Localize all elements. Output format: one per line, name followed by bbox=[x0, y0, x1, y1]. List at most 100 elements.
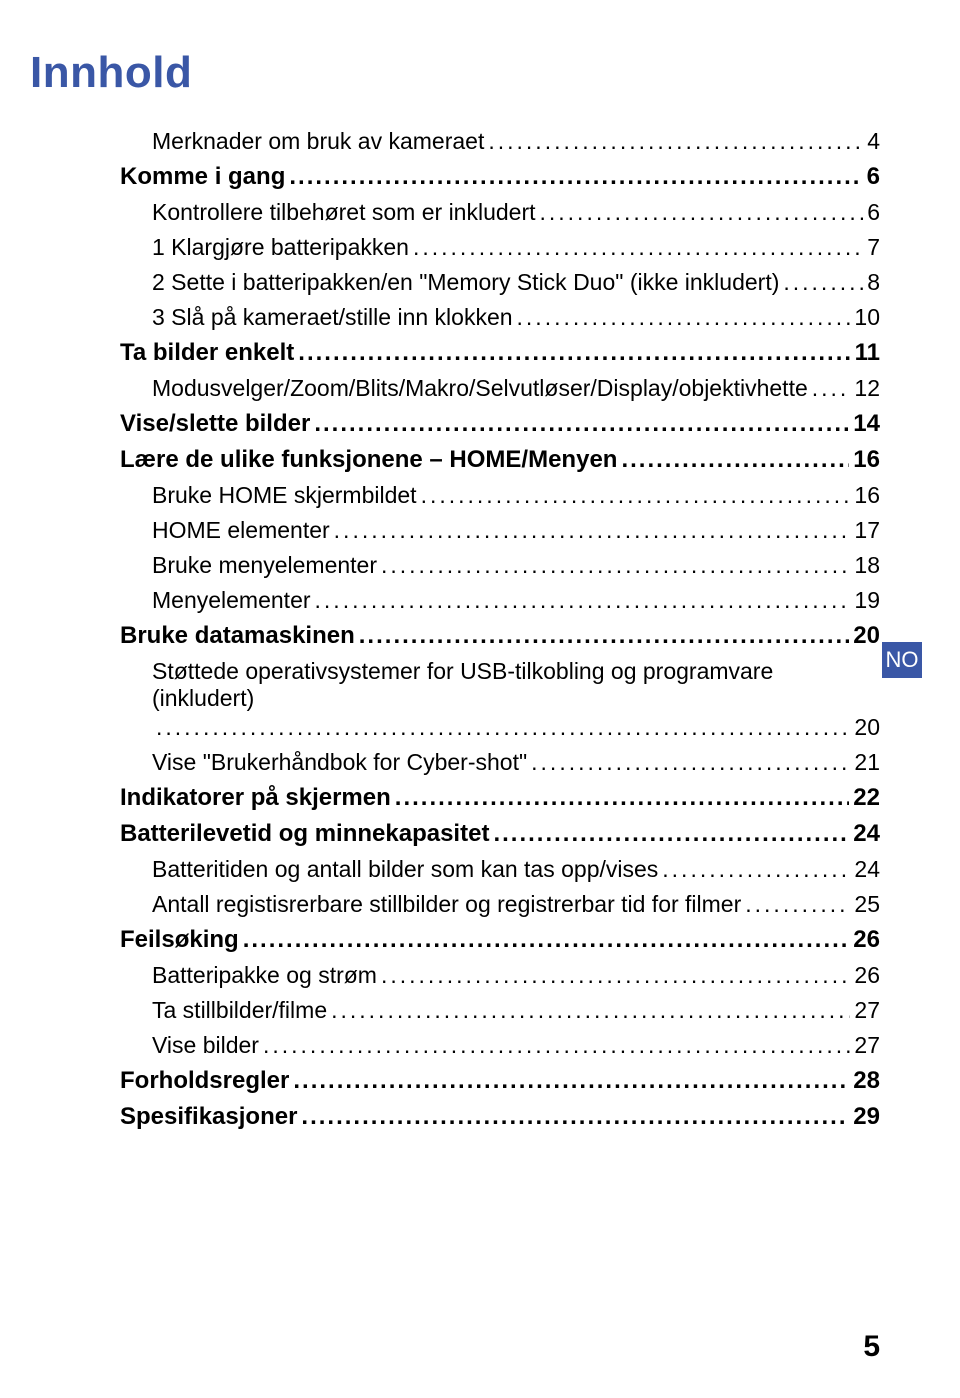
toc-label: Bruke datamaskinen bbox=[120, 622, 355, 650]
toc-page: 26 bbox=[854, 962, 880, 989]
toc-page: 27 bbox=[854, 1032, 880, 1059]
toc-page: 12 bbox=[854, 375, 880, 402]
toc-entry-continuation: 20 bbox=[152, 714, 880, 741]
toc-entry: Bruke menyelementer 18 bbox=[152, 552, 880, 579]
page-title: Innhold bbox=[30, 48, 880, 98]
toc-label: Vise/slette bilder bbox=[120, 410, 310, 438]
toc-entry: Ta stillbilder/filme 27 bbox=[152, 997, 880, 1024]
toc-leader bbox=[298, 339, 850, 367]
toc-label: Batteritiden og antall bilder som kan ta… bbox=[152, 856, 658, 883]
toc-entry: 1 Klargjøre batteripakken 7 bbox=[152, 234, 880, 261]
toc-entry: Vise bilder 27 bbox=[152, 1032, 880, 1059]
toc-leader bbox=[395, 784, 850, 812]
toc-label: HOME elementer bbox=[152, 517, 330, 544]
toc-leader bbox=[293, 1067, 849, 1095]
toc-entry: 3 Slå på kameraet/stille inn klokken 10 bbox=[152, 304, 880, 331]
toc-leader bbox=[314, 410, 849, 438]
toc-leader bbox=[531, 749, 850, 776]
toc-label: Lære de ulike funksjonene – HOME/Menyen bbox=[120, 446, 617, 474]
toc-page: 16 bbox=[854, 482, 880, 509]
toc-page: 26 bbox=[853, 926, 880, 954]
toc-label: Modusvelger/Zoom/Blits/Makro/Selvutløser… bbox=[152, 375, 808, 402]
toc-leader bbox=[289, 163, 862, 191]
toc-entry: Batteritiden og antall bilder som kan ta… bbox=[152, 856, 880, 883]
toc-leader bbox=[381, 552, 850, 579]
toc-page: 14 bbox=[853, 410, 880, 438]
toc-label: Ta stillbilder/filme bbox=[152, 997, 327, 1024]
toc-label: Ta bilder enkelt bbox=[120, 339, 294, 367]
toc-section: Feilsøking 26 bbox=[120, 926, 880, 954]
toc-section: Indikatorer på skjermen 22 bbox=[120, 784, 880, 812]
toc-leader bbox=[621, 446, 849, 474]
toc-entry: Merknader om bruk av kameraet 4 bbox=[152, 128, 880, 155]
toc-label: Forholdsregler bbox=[120, 1067, 289, 1095]
toc-entry: Kontrollere tilbehøret som er inkludert … bbox=[152, 199, 880, 226]
toc-label: Spesifikasjoner bbox=[120, 1103, 297, 1131]
toc-section: Forholdsregler 28 bbox=[120, 1067, 880, 1095]
toc-page: 6 bbox=[867, 199, 880, 226]
toc-page: 8 bbox=[867, 269, 880, 296]
toc-page: 25 bbox=[854, 891, 880, 918]
toc-page: 10 bbox=[854, 304, 880, 331]
toc-page: 4 bbox=[867, 128, 880, 155]
toc-page: 18 bbox=[854, 552, 880, 579]
toc-label: Menyelementer bbox=[152, 587, 311, 614]
toc-label: Indikatorer på skjermen bbox=[120, 784, 391, 812]
toc-leader bbox=[662, 856, 850, 883]
toc-entry: Antall registisrerbare stillbilder og re… bbox=[152, 891, 880, 918]
toc-section: Vise/slette bilder 14 bbox=[120, 410, 880, 438]
toc-entry: Støttede operativsystemer for USB-tilkob… bbox=[152, 658, 880, 712]
toc-label: Antall registisrerbare stillbilder og re… bbox=[152, 891, 741, 918]
toc-label: Vise bilder bbox=[152, 1032, 259, 1059]
toc-page: 29 bbox=[853, 1103, 880, 1131]
toc-leader bbox=[812, 375, 851, 402]
toc-page: 27 bbox=[854, 997, 880, 1024]
toc-entry: Menyelementer 19 bbox=[152, 587, 880, 614]
toc-label: 2 Sette i batteripakken/en "Memory Stick… bbox=[152, 269, 779, 296]
toc-entry: Bruke HOME skjermbildet 16 bbox=[152, 482, 880, 509]
table-of-contents: Merknader om bruk av kameraet 4 Komme i g… bbox=[120, 128, 880, 1131]
toc-page: 6 bbox=[867, 163, 880, 191]
toc-label: Feilsøking bbox=[120, 926, 239, 954]
toc-label: Bruke HOME skjermbildet bbox=[152, 482, 417, 509]
toc-entry: Modusvelger/Zoom/Blits/Makro/Selvutløser… bbox=[152, 375, 880, 402]
toc-page: 24 bbox=[854, 856, 880, 883]
toc-label: Merknader om bruk av kameraet bbox=[152, 128, 484, 155]
toc-page: 17 bbox=[854, 517, 880, 544]
toc-leader bbox=[413, 234, 863, 261]
toc-entry: Vise "Brukerhåndbok for Cyber-shot" 21 bbox=[152, 749, 880, 776]
toc-label: Kontrollere tilbehøret som er inkludert bbox=[152, 199, 536, 226]
toc-leader bbox=[517, 304, 851, 331]
toc-page: 24 bbox=[853, 820, 880, 848]
toc-page: 28 bbox=[853, 1067, 880, 1095]
toc-leader bbox=[493, 820, 849, 848]
toc-page: 7 bbox=[867, 234, 880, 261]
toc-leader bbox=[263, 1032, 850, 1059]
toc-entry: HOME elementer 17 bbox=[152, 517, 880, 544]
toc-leader bbox=[381, 962, 850, 989]
toc-section: Batterilevetid og minnekapasitet 24 bbox=[120, 820, 880, 848]
toc-label: Batterilevetid og minnekapasitet bbox=[120, 820, 489, 848]
page-number: 5 bbox=[863, 1330, 880, 1364]
toc-leader bbox=[359, 622, 850, 650]
toc-entry: Batteripakke og strøm 26 bbox=[152, 962, 880, 989]
toc-section: Ta bilder enkelt 11 bbox=[120, 339, 880, 367]
toc-section: Lære de ulike funksjonene – HOME/Menyen … bbox=[120, 446, 880, 474]
toc-leader bbox=[331, 997, 850, 1024]
toc-page: 19 bbox=[854, 587, 880, 614]
toc-page: 11 bbox=[855, 339, 880, 367]
toc-label: 1 Klargjøre batteripakken bbox=[152, 234, 409, 261]
toc-leader bbox=[488, 128, 863, 155]
toc-page: 16 bbox=[853, 446, 880, 474]
toc-label: Bruke menyelementer bbox=[152, 552, 377, 579]
toc-section: Komme i gang 6 bbox=[120, 163, 880, 191]
toc-leader bbox=[783, 269, 863, 296]
toc-leader bbox=[243, 926, 850, 954]
toc-leader bbox=[540, 199, 864, 226]
toc-label: 3 Slå på kameraet/stille inn klokken bbox=[152, 304, 513, 331]
language-tab: NO bbox=[882, 642, 922, 678]
toc-leader bbox=[315, 587, 851, 614]
toc-page: 20 bbox=[853, 622, 880, 650]
toc-page: 21 bbox=[854, 749, 880, 776]
toc-label: Vise "Brukerhåndbok for Cyber-shot" bbox=[152, 749, 527, 776]
